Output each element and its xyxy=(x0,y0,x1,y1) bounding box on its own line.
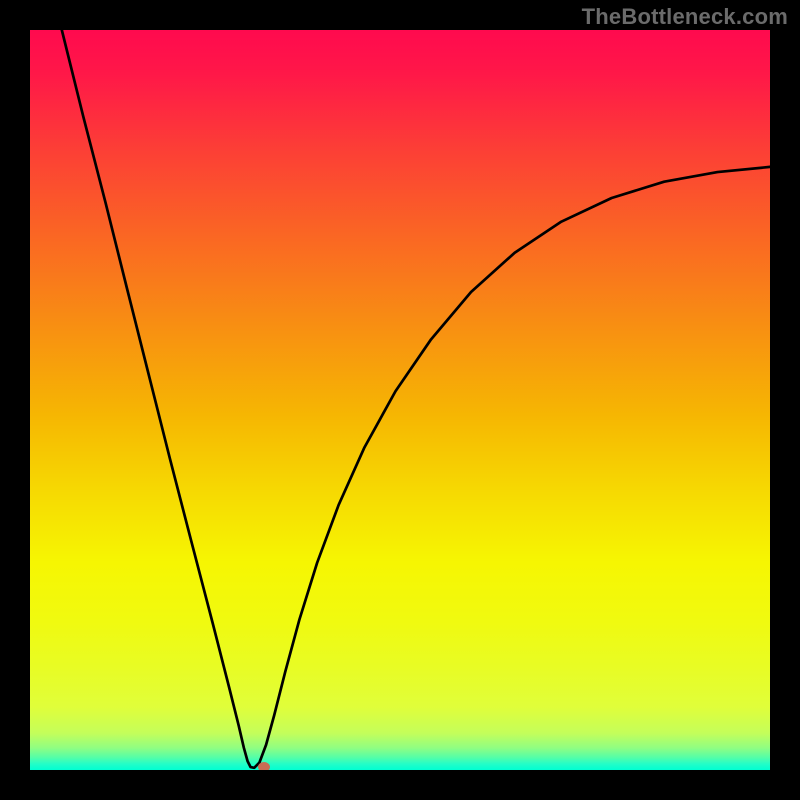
optimum-marker xyxy=(258,762,270,770)
bottleneck-curve xyxy=(30,30,770,770)
watermark-label: TheBottleneck.com xyxy=(582,4,788,30)
chart-container: TheBottleneck.com xyxy=(0,0,800,800)
plot-area xyxy=(30,30,770,770)
